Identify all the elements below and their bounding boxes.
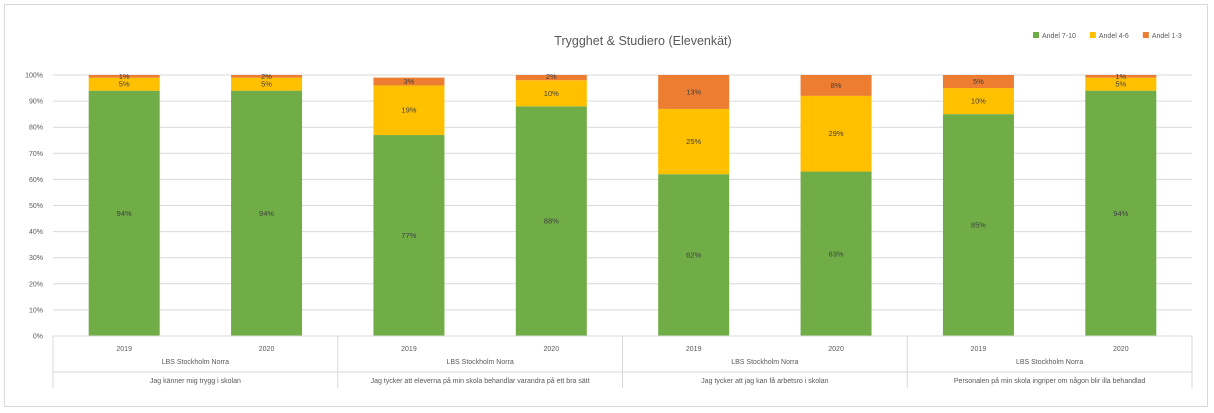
group-question-label: Jag tycker att eleverna på min skola beh… (371, 377, 590, 385)
x-tick-label: 2019 (401, 346, 417, 353)
bar-segment-andel-4-6 (373, 85, 445, 136)
bar-segment-andel-1-3 (658, 75, 730, 109)
y-tick-label: 100% (25, 73, 43, 80)
bar-segment-andel-7-10 (1085, 90, 1157, 336)
legend-swatch (1142, 32, 1149, 38)
data-label: 77% (401, 231, 416, 240)
bar-segment-andel-1-3 (88, 75, 160, 78)
data-label: 94% (1113, 209, 1128, 218)
chart-frame: Trygghet & Studiero (Elevenkät) 0% 10% 20%… (4, 4, 1208, 407)
bar-segment-andel-7-10 (942, 114, 1014, 337)
stacked-bar-chart: Trygghet & Studiero (Elevenkät) 0% 10% 20%… (25, 32, 1193, 388)
data-label: 13% (686, 87, 701, 96)
bar-segment-andel-4-6 (88, 77, 160, 91)
bar-segment-andel-4-6 (515, 80, 587, 107)
x-axis-table: 2019 2020 2019 2020 2019 2020 2019 2020 LBS Stoc… (52, 335, 1193, 388)
legend-swatch (1089, 32, 1096, 38)
y-tick-label: 50% (29, 203, 43, 210)
y-axis-ticks: 0% 10% 20% 30% 40% 50% 60% 70% 80% 90% 100% (25, 73, 43, 341)
data-label: 1% (1115, 72, 1126, 81)
x-tick-label: 2019 (116, 346, 132, 353)
y-tick-label: 80% (29, 125, 43, 132)
data-label: 10% (971, 97, 986, 106)
bar-segment-andel-1-3 (1085, 75, 1157, 78)
data-label: 2% (546, 72, 557, 81)
data-label: 5% (261, 80, 272, 89)
data-label: 94% (117, 209, 132, 218)
data-label: 5% (1115, 80, 1126, 89)
bar-segment-andel-1-3 (942, 75, 1014, 89)
gridlines (53, 74, 1192, 337)
data-label: 2% (261, 72, 272, 81)
group-unit-label: LBS Stockholm Norra (731, 359, 798, 366)
y-tick-label: 30% (29, 255, 43, 262)
group-question-label: Jag känner mig trygg i skolan (150, 378, 241, 385)
data-label: 94% (259, 209, 274, 218)
data-label: 10% (544, 89, 559, 98)
group-question-label: Jag tycker att jag kan få arbetsro i sko… (701, 377, 828, 385)
legend-swatch (1033, 32, 1039, 38)
legend-label: Andel 4-6 (1099, 33, 1129, 40)
x-tick-label: 2020 (544, 346, 560, 353)
bar-segment-andel-4-6 (658, 108, 730, 175)
bar-segment-andel-4-6 (800, 95, 872, 172)
y-tick-label: 20% (29, 281, 43, 288)
data-label: 25% (686, 137, 701, 146)
data-label: 62% (686, 251, 701, 260)
y-tick-label: 0% (33, 334, 43, 341)
x-tick-label: 2020 (259, 346, 275, 353)
bar-segment-andel-7-10 (231, 90, 303, 336)
y-tick-label: 40% (29, 229, 43, 236)
data-label: 8% (831, 81, 842, 90)
data-label: 5% (973, 77, 984, 86)
bar-segment-andel-7-10 (373, 135, 445, 336)
y-tick-label: 70% (29, 151, 43, 158)
bar-segment-andel-4-6 (942, 88, 1014, 115)
bar-segment-andel-1-3 (373, 77, 445, 86)
bar-segment-andel-4-6 (1085, 77, 1157, 91)
data-label: 85% (971, 221, 986, 230)
x-tick-label: 2019 (971, 346, 987, 353)
y-tick-label: 10% (29, 307, 43, 314)
data-label: 1% (119, 72, 130, 81)
data-label: 88% (544, 217, 559, 226)
data-label: 19% (401, 106, 416, 115)
x-tick-label: 2020 (1113, 346, 1129, 353)
data-label: 29% (829, 129, 844, 138)
x-tick-label: 2019 (686, 346, 702, 353)
bar-segment-andel-7-10 (800, 171, 872, 336)
bar-segment-andel-7-10 (88, 90, 160, 336)
bar-segment-andel-1-3 (231, 75, 303, 78)
bar-segment-andel-7-10 (658, 174, 730, 336)
group-unit-label: LBS Stockholm Norra (1016, 359, 1083, 366)
bar-segment-andel-4-6 (231, 77, 303, 91)
bar-segment-andel-7-10 (515, 106, 587, 336)
data-label: 3% (404, 77, 415, 86)
bar-segment-andel-1-3 (515, 75, 587, 81)
chart-title: Trygghet & Studiero (Elevenkät) (554, 34, 731, 48)
legend: Andel 7-10 Andel 4-6 Andel 1-3 (1033, 32, 1182, 40)
legend-label: Andel 1-3 (1152, 33, 1182, 40)
data-label: 5% (119, 80, 130, 89)
group-question-label: Personalen på min skola ingriper om någo… (954, 377, 1146, 385)
group-unit-label: LBS Stockholm Norra (162, 359, 229, 366)
bars (88, 75, 1157, 337)
x-tick-label: 2020 (828, 346, 844, 353)
group-unit-label: LBS Stockholm Norra (446, 359, 513, 366)
data-label: 63% (829, 249, 844, 258)
legend-label: Andel 7-10 (1042, 33, 1076, 40)
y-tick-label: 60% (29, 177, 43, 184)
data-labels: 94%5%1%94%5%2%77%19%3%88%10%2%62%25%13%6… (117, 72, 1129, 260)
bar-segment-andel-1-3 (800, 75, 872, 96)
y-tick-label: 90% (29, 99, 43, 106)
